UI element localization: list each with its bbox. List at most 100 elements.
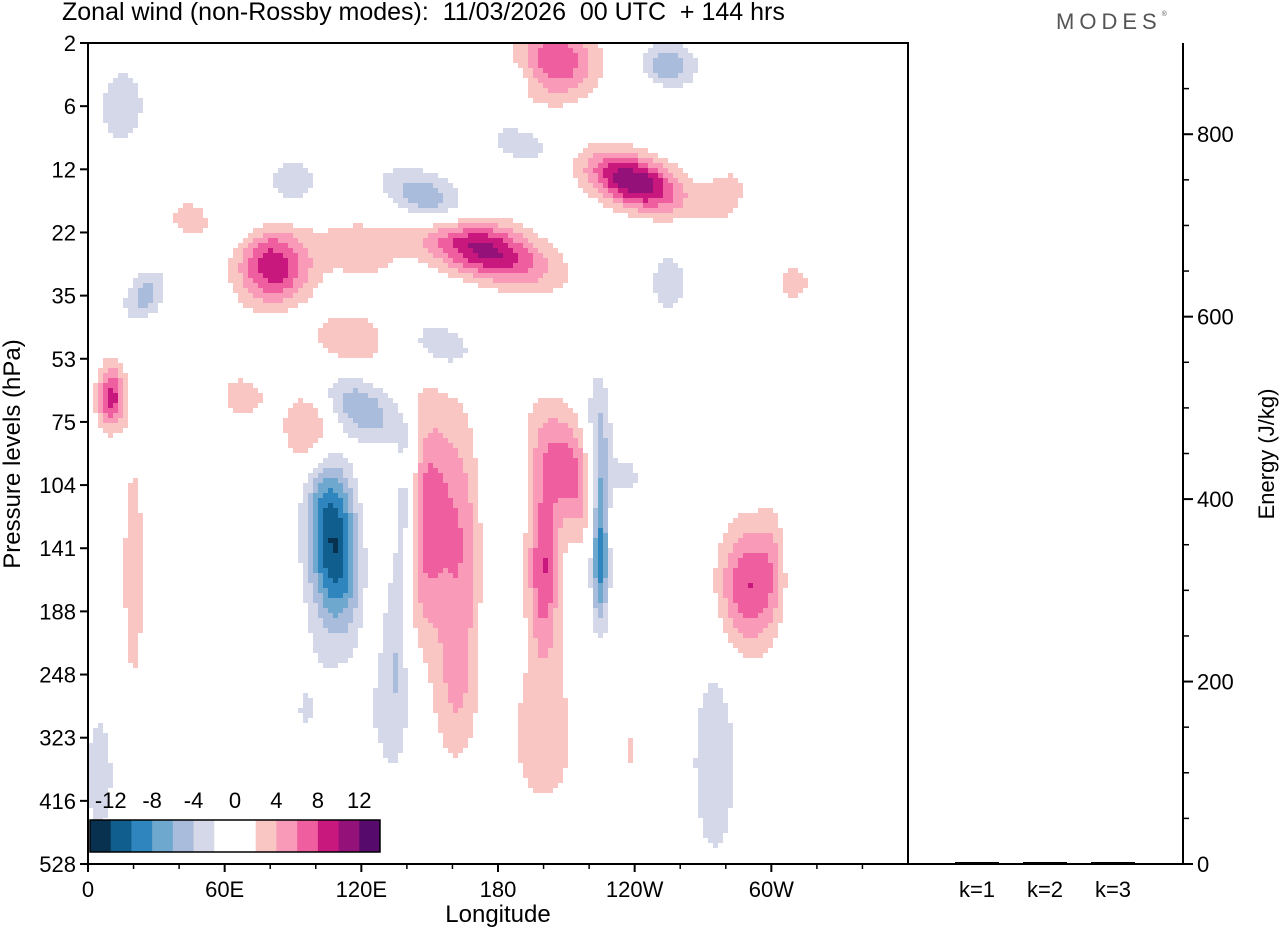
heatmap-cell [763,628,778,633]
heatmap-cell [593,458,598,463]
heatmap-cell [428,348,468,353]
heatmap-cell [243,258,248,263]
heatmap-cell [428,248,443,253]
heatmap-cell [433,703,453,708]
heatmap-cell [553,633,563,638]
heatmap-cell [348,603,358,608]
heatmap-cell [418,523,423,528]
heatmap-cell [738,563,773,568]
heatmap-cell [398,528,403,533]
heatmap-cell [473,503,478,508]
heatmap-cell [718,593,723,598]
heatmap-cell [468,498,478,503]
heatmap-cell [313,543,318,548]
heatmap-cell [463,463,478,468]
heatmap-cell [123,603,143,608]
heatmap-cell [688,193,743,198]
heatmap-cell [588,193,603,198]
heatmap-cell [328,453,343,458]
heatmap-cell [533,73,548,78]
heatmap-cell [378,398,393,403]
heatmap-cell [553,618,563,623]
heatmap-cell [123,583,143,588]
heatmap-cell [413,518,418,523]
energy-bar-k3 [1091,862,1135,864]
heatmap-cell [388,193,403,198]
heatmap-cell [123,408,128,413]
heatmap-cell [528,633,533,638]
heatmap-cell [578,493,583,498]
heatmap-cell [538,63,578,68]
heatmap-cell [88,778,113,783]
heatmap-cell [438,243,453,248]
heatmap-cell [533,628,553,633]
heatmap-cell [523,603,533,608]
heatmap-cell [253,293,293,298]
heatmap-cell [88,753,108,758]
heatmap-cell [643,68,653,73]
heatmap-cell [598,533,603,538]
heatmap-cell [653,58,683,63]
heatmap-cell [598,583,603,588]
heatmap-cell [768,623,778,628]
heatmap-cell [463,553,473,558]
heatmap-cell [598,498,603,503]
heatmap-cell [438,628,468,633]
heatmap-cell [378,683,393,688]
heatmap-cell [418,453,423,458]
heatmap-cell [593,568,598,573]
chart-title: Zonal wind (non-Rossby modes): 11/03/202… [62,0,785,26]
heatmap-cell [528,518,533,523]
heatmap-cell [423,473,443,478]
heatmap-cell [323,593,328,598]
heatmap-cell [538,598,553,603]
heatmap-cell [323,523,343,528]
heatmap-cell [518,703,568,708]
heatmap-cell [243,273,248,278]
heatmap-cell [418,548,423,553]
y-tick-label: 35 [52,284,76,309]
heatmap-cell [423,458,463,463]
heatmap-cell [433,698,448,703]
heatmap-cell [248,258,258,263]
heatmap-cell [273,178,313,183]
heatmap-cell [543,458,578,463]
heatmap-cell [398,498,408,503]
heatmap-cell [88,768,113,773]
heatmap-cell [603,493,608,498]
heatmap-cell [88,758,108,763]
heatmap-cell [473,623,478,628]
heatmap-cell [313,498,318,503]
heatmap-cell [123,588,143,593]
heatmap-cell [553,548,558,553]
heatmap-cell [493,228,513,233]
heatmap-cell [323,548,333,553]
heatmap-cell [373,708,408,713]
heatmap-cell [603,573,608,578]
heatmap-cell [628,753,633,758]
heatmap-cell [458,563,473,568]
y-tick-label: 12 [52,157,76,182]
heatmap-cell [93,808,108,813]
heatmap-cell [533,478,543,483]
heatmap-cell [288,268,298,273]
heatmap-cell [533,508,538,513]
heatmap-cell [228,398,263,403]
heatmap-cell [343,558,348,563]
heatmap-cell [98,393,103,398]
heatmap-cell [93,393,98,398]
heatmap-cell [348,528,353,533]
heatmap-cell [573,453,583,458]
heatmap-cell [348,563,353,568]
heatmap-cell [663,183,673,188]
heatmap-cell [123,568,143,573]
heatmap-cell [348,493,353,498]
heatmap-cell [553,613,563,618]
heatmap-cell [313,553,318,558]
heatmap-cell [318,543,323,548]
heatmap-cell [588,73,603,78]
heatmap-cell [338,578,348,583]
heatmap-cell [413,553,418,558]
heatmap-cell [238,293,253,298]
heatmap-cell [778,558,783,563]
